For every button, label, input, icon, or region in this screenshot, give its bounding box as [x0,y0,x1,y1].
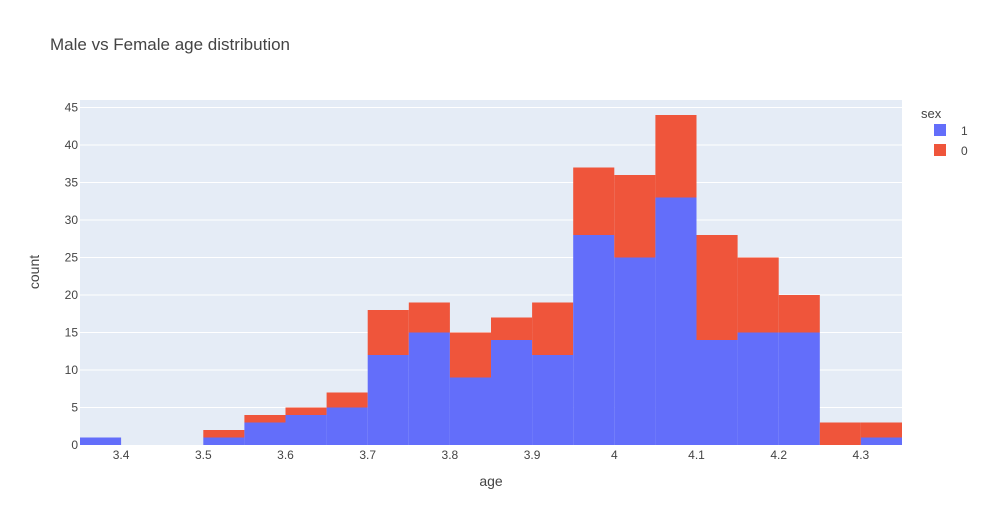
bar-sex-1 [80,437,122,445]
y-axis-title: count [26,255,42,289]
bar-sex-1 [778,332,820,445]
y-axis-ticks: 0 5 10 15 20 25 30 35 40 45 [65,101,79,453]
bar-sex-1 [696,340,738,445]
x-tick-label: 4.2 [770,448,787,462]
y-tick-label: 40 [65,138,79,152]
bar-sex-1 [614,257,656,445]
bar-sex-1 [449,377,491,445]
bar-sex-1 [244,422,286,445]
legend-label-0: 0 [961,144,968,158]
bar-sex-0 [285,407,327,415]
bar-sex-1 [655,197,697,445]
legend-item-1[interactable]: 1 [934,124,968,138]
legend-item-0[interactable]: 0 [934,144,968,158]
y-tick-label: 15 [65,326,79,340]
y-tick-label: 20 [65,288,79,302]
bar-sex-1 [737,332,779,445]
y-tick-label: 45 [65,101,79,115]
y-tick-label: 30 [65,213,79,227]
y-tick-label: 0 [71,438,78,452]
bar-sex-1 [408,332,450,445]
legend[interactable]: sex 1 0 [921,106,968,158]
y-tick-label: 5 [71,401,78,415]
bars [80,115,902,445]
bar-sex-0 [696,235,738,340]
legend-swatch-1 [934,124,946,136]
x-tick-label: 3.4 [113,448,130,462]
x-tick-label: 3.9 [524,448,541,462]
y-tick-label: 25 [65,251,79,265]
bar-sex-0 [408,302,450,333]
bar-sex-1 [203,437,245,445]
x-tick-label: 3.5 [195,448,212,462]
bar-sex-0 [203,430,245,438]
bar-sex-0 [491,317,533,340]
x-tick-label: 4 [611,448,618,462]
bar-sex-0 [367,310,409,355]
bar-sex-1 [326,407,368,445]
legend-title: sex [921,106,942,121]
legend-label-1: 1 [961,124,968,138]
bar-sex-0 [737,257,779,333]
x-tick-label: 3.7 [359,448,376,462]
bar-sex-1 [532,355,574,445]
bar-sex-1 [573,235,615,445]
bar-sex-0 [778,295,820,333]
x-axis-ticks: 3.4 3.5 3.6 3.7 3.8 3.9 4 4.1 4.2 4.3 [113,448,870,462]
bar-sex-1 [367,355,409,445]
x-tick-label: 3.8 [442,448,459,462]
bar-sex-0 [532,302,574,355]
bar-sex-0 [614,175,656,258]
x-tick-label: 4.1 [688,448,705,462]
bar-sex-1 [491,340,533,445]
x-axis-title: age [479,473,503,489]
x-tick-label: 4.3 [853,448,870,462]
y-tick-label: 10 [65,363,79,377]
bar-sex-0 [449,332,491,378]
bar-sex-0 [819,422,861,445]
bar-sex-0 [244,415,286,423]
y-tick-label: 35 [65,176,79,190]
legend-swatch-0 [934,144,946,156]
bar-sex-0 [860,422,902,438]
chart-title: Male vs Female age distribution [50,35,290,54]
bar-sex-0 [573,167,615,235]
bar-sex-1 [860,437,902,445]
x-tick-label: 3.6 [277,448,294,462]
bar-sex-0 [326,392,368,408]
bar-sex-1 [285,415,327,445]
bar-sex-0 [655,115,697,198]
